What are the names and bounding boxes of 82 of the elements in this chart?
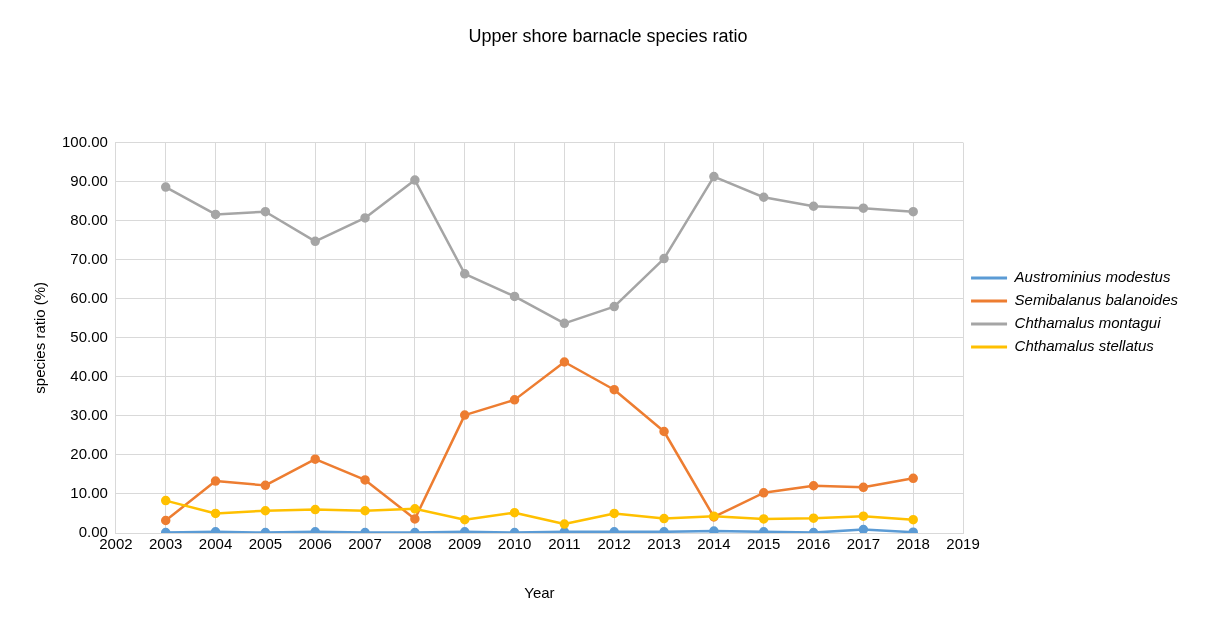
x-tick-label: 2004 bbox=[198, 535, 233, 553]
point bbox=[410, 175, 420, 185]
y-tick-label: 20.00 bbox=[70, 445, 108, 463]
point bbox=[908, 206, 918, 217]
x-tick-label: 2006 bbox=[298, 535, 332, 553]
legend-label: Semibalanus balanoides bbox=[1014, 291, 1179, 309]
point bbox=[758, 514, 769, 524]
point bbox=[709, 171, 719, 182]
point bbox=[160, 515, 171, 526]
x-tick-label: 2015 bbox=[747, 535, 781, 553]
point bbox=[758, 192, 769, 203]
point bbox=[160, 182, 171, 192]
y-axis-title: species ratio (%) bbox=[31, 281, 49, 394]
x-tick-label: 2014 bbox=[697, 535, 731, 553]
point bbox=[808, 513, 819, 523]
x-tick-label: 2010 bbox=[497, 535, 532, 553]
x-tick-label: 2018 bbox=[896, 535, 930, 553]
point bbox=[509, 507, 520, 518]
y-tick-label: 100.00 bbox=[61, 132, 108, 150]
x-tick-label: 2017 bbox=[846, 535, 881, 553]
point bbox=[260, 480, 271, 491]
point bbox=[210, 508, 221, 519]
y-tick-label: 70.00 bbox=[70, 249, 108, 267]
point bbox=[360, 506, 370, 516]
point bbox=[260, 206, 271, 217]
point bbox=[509, 291, 520, 302]
point bbox=[659, 426, 669, 437]
chart-title: Upper shore barnacle species ratio bbox=[468, 25, 748, 46]
point bbox=[559, 519, 570, 529]
point bbox=[609, 508, 619, 519]
point bbox=[310, 236, 320, 247]
point bbox=[210, 209, 221, 220]
point bbox=[310, 504, 320, 515]
x-tick-label: 2011 bbox=[548, 535, 581, 553]
point bbox=[758, 488, 769, 498]
point bbox=[659, 253, 669, 264]
point bbox=[609, 384, 619, 395]
y-tick-label: 90.00 bbox=[70, 171, 108, 189]
point bbox=[459, 514, 470, 525]
point bbox=[559, 357, 570, 367]
point bbox=[858, 524, 869, 533]
y-tick-label: 80.00 bbox=[70, 210, 108, 228]
point bbox=[509, 395, 520, 405]
point bbox=[709, 526, 719, 533]
point bbox=[410, 504, 420, 514]
point bbox=[609, 301, 619, 312]
point bbox=[459, 410, 470, 420]
x-tick-label: 2016 bbox=[796, 535, 831, 553]
x-axis-title: Year bbox=[524, 584, 555, 602]
point bbox=[559, 318, 570, 329]
point bbox=[160, 495, 171, 506]
point bbox=[210, 476, 221, 486]
point bbox=[858, 203, 869, 213]
legend-label: Chthamalus stellatus bbox=[1014, 337, 1155, 355]
point bbox=[459, 269, 470, 279]
x-tick-label: 2003 bbox=[149, 535, 183, 553]
legend-label: Chthamalus montagui bbox=[1014, 314, 1162, 332]
x-tick-label: 2012 bbox=[597, 535, 631, 553]
point bbox=[310, 454, 320, 464]
point bbox=[808, 201, 819, 211]
point bbox=[360, 213, 370, 223]
point bbox=[858, 511, 869, 521]
x-tick-label: 2008 bbox=[398, 535, 432, 553]
point bbox=[908, 514, 918, 525]
point bbox=[908, 473, 918, 484]
point bbox=[858, 482, 869, 493]
y-tick-label: 60.00 bbox=[70, 288, 108, 306]
x-tick-label: 2013 bbox=[647, 535, 681, 553]
legend-label: Austrominius modestus bbox=[1013, 268, 1171, 286]
y-tick-label: 10.00 bbox=[70, 484, 108, 502]
x-tick-label: 2019 bbox=[946, 535, 980, 553]
point bbox=[808, 481, 819, 491]
point bbox=[410, 514, 420, 524]
x-tick-label: 2005 bbox=[248, 535, 283, 553]
x-tick-label: 2009 bbox=[448, 535, 482, 553]
y-tick-label: 50.00 bbox=[70, 327, 108, 345]
point bbox=[659, 513, 669, 524]
y-tick-label: 30.00 bbox=[70, 406, 108, 424]
point bbox=[260, 506, 271, 516]
x-tick-label: 2007 bbox=[348, 535, 382, 553]
point bbox=[360, 475, 370, 485]
y-tick-label: 40.00 bbox=[70, 366, 108, 384]
